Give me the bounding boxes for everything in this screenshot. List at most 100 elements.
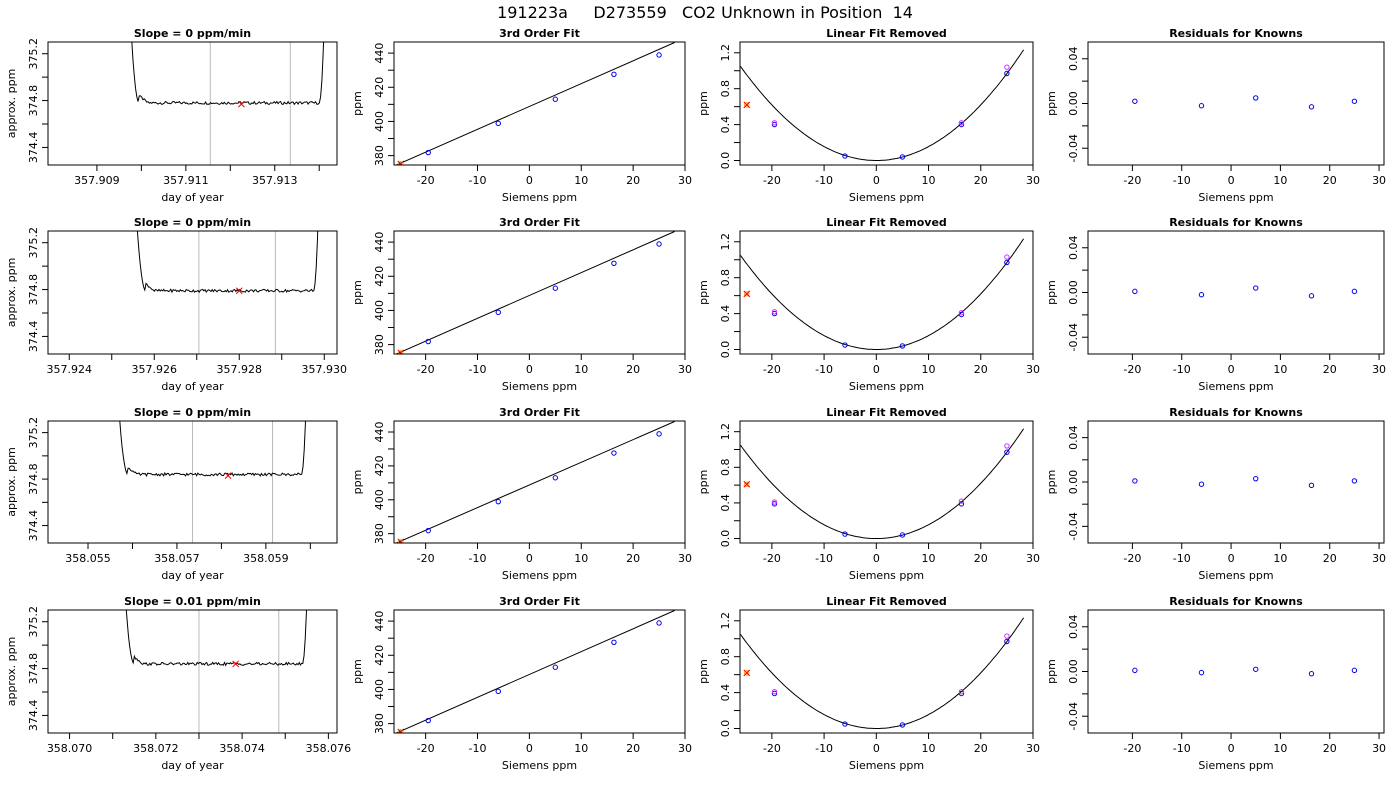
panel-title: Linear Fit Removed [826, 406, 947, 419]
data-point [425, 149, 431, 156]
y-tick-label: 0.04 [1067, 425, 1080, 450]
data-point [842, 721, 848, 727]
x-tick-label: 10 [574, 174, 588, 187]
plot-frame [739, 41, 1034, 166]
x-axis-label: day of year [161, 191, 224, 204]
x-tick-label: 30 [1026, 742, 1040, 755]
x-tick-label: 30 [1372, 552, 1386, 565]
y-axis-label: approx. ppm [5, 637, 18, 707]
data-point [1198, 103, 1205, 109]
plot-frame [393, 609, 686, 734]
plot-area [1132, 666, 1358, 677]
y-tick-label: 0.8 [719, 80, 732, 98]
x-tick-label: 0 [873, 742, 880, 755]
fit-line [395, 42, 675, 165]
unknown-marker [398, 728, 405, 733]
panel-r4-c4: Residuals for Knowns Siemens ppm ppm -20 -10… [1045, 595, 1386, 772]
x-tick-label: 0 [1228, 742, 1235, 755]
x-tick-label: -10 [1173, 363, 1191, 376]
x-tick-label: 30 [678, 552, 692, 565]
x-tick-label: 20 [974, 363, 988, 376]
x-tick-label: 0 [1228, 552, 1235, 565]
y-tick-label: 0.8 [719, 459, 732, 477]
y-tick-label: 374.8 [27, 463, 40, 495]
data-point [899, 722, 906, 728]
x-tick-label: -20 [1123, 174, 1141, 187]
panel-r4-c1: Slope = 0.01 ppm/min day of year approx. p… [5, 595, 351, 772]
x-tick-label: 30 [678, 174, 692, 187]
unknown-marker [398, 349, 405, 354]
data-point [958, 121, 965, 128]
y-tick-label: 374.8 [27, 85, 40, 117]
plot-area [395, 610, 675, 733]
x-tick-label: 20 [626, 363, 640, 376]
x-tick-label: 358.059 [243, 552, 289, 565]
x-tick-label: 10 [922, 363, 936, 376]
data-point [552, 96, 559, 102]
plot-frame [393, 420, 686, 544]
x-tick-label: 358.070 [47, 742, 93, 755]
plot-frame [393, 230, 686, 355]
data-point [1004, 443, 1010, 449]
unknown-marker [398, 160, 405, 165]
unknown-point [744, 481, 750, 487]
y-tick-label: 0.4 [719, 494, 732, 512]
y-axis-label: ppm [1045, 280, 1058, 305]
data-point [771, 121, 778, 128]
panel-r1-c1: Slope = 0 ppm/min day of year approx. ppm 3… [5, 27, 338, 204]
x-tick-label: 357.924 [47, 363, 93, 376]
y-tick-label: 375.2 [27, 38, 40, 70]
panel-r3-c3: Linear Fit Removed Siemens ppm ppm -20 -10 0 1… [697, 406, 1040, 582]
x-axis-label: Siemens ppm [849, 380, 924, 393]
panel-title: Slope = 0.01 ppm/min [124, 595, 261, 608]
x-axis-label: day of year [161, 569, 224, 582]
y-axis-label: ppm [1045, 659, 1058, 684]
unknown-point [398, 350, 404, 354]
x-tick-label: 10 [1273, 174, 1287, 187]
plot-area [1132, 95, 1358, 110]
x-tick-label: 10 [1273, 363, 1287, 376]
x-axis-label: Siemens ppm [502, 191, 577, 204]
x-tick-label: 0 [526, 174, 533, 187]
panel-title: 3rd Order Fit [499, 406, 580, 419]
data-point [771, 309, 778, 315]
plot-frame [47, 609, 338, 734]
data-point [842, 531, 848, 537]
data-point [1253, 475, 1259, 482]
y-tick-label: 1.2 [719, 233, 732, 251]
unknown-point [744, 102, 750, 108]
panel-r1-c4: Residuals for Knowns Siemens ppm ppm -20 -10… [1045, 27, 1386, 204]
data-point [1351, 478, 1358, 484]
plot-frame [1087, 609, 1385, 734]
data-point [425, 717, 431, 724]
data-point [1132, 288, 1138, 295]
plot-area [740, 617, 1025, 729]
data-point [899, 343, 906, 349]
plot-area [395, 231, 675, 354]
y-tick-label: 375.2 [27, 417, 40, 449]
data-point [656, 620, 662, 626]
analyzer-trace [125, 610, 307, 667]
x-tick-label: 10 [1273, 552, 1287, 565]
y-axis-label: ppm [1045, 91, 1058, 116]
data-point [1004, 638, 1010, 645]
y-tick-label: 400 [373, 489, 386, 510]
x-axis-label: Siemens ppm [849, 191, 924, 204]
panel-r1-c2: 3rd Order Fit Siemens ppm ppm -20 -10 0 10 20 30… [351, 27, 692, 204]
y-tick-label: 375.2 [27, 227, 40, 259]
y-tick-label: 1.2 [719, 612, 732, 630]
panel-title: 3rd Order Fit [499, 27, 580, 40]
data-point [1004, 449, 1010, 455]
x-tick-label: 357.913 [252, 174, 298, 187]
analyzer-trace [136, 231, 319, 294]
data-point [552, 475, 559, 481]
data-point [495, 120, 501, 127]
x-tick-label: -20 [417, 742, 435, 755]
x-tick-label: -10 [1173, 742, 1191, 755]
data-point [771, 690, 778, 697]
x-axis-label: Siemens ppm [849, 569, 924, 582]
fit-curve [740, 617, 1025, 729]
x-tick-label: 357.930 [302, 363, 348, 376]
data-point [842, 153, 848, 159]
